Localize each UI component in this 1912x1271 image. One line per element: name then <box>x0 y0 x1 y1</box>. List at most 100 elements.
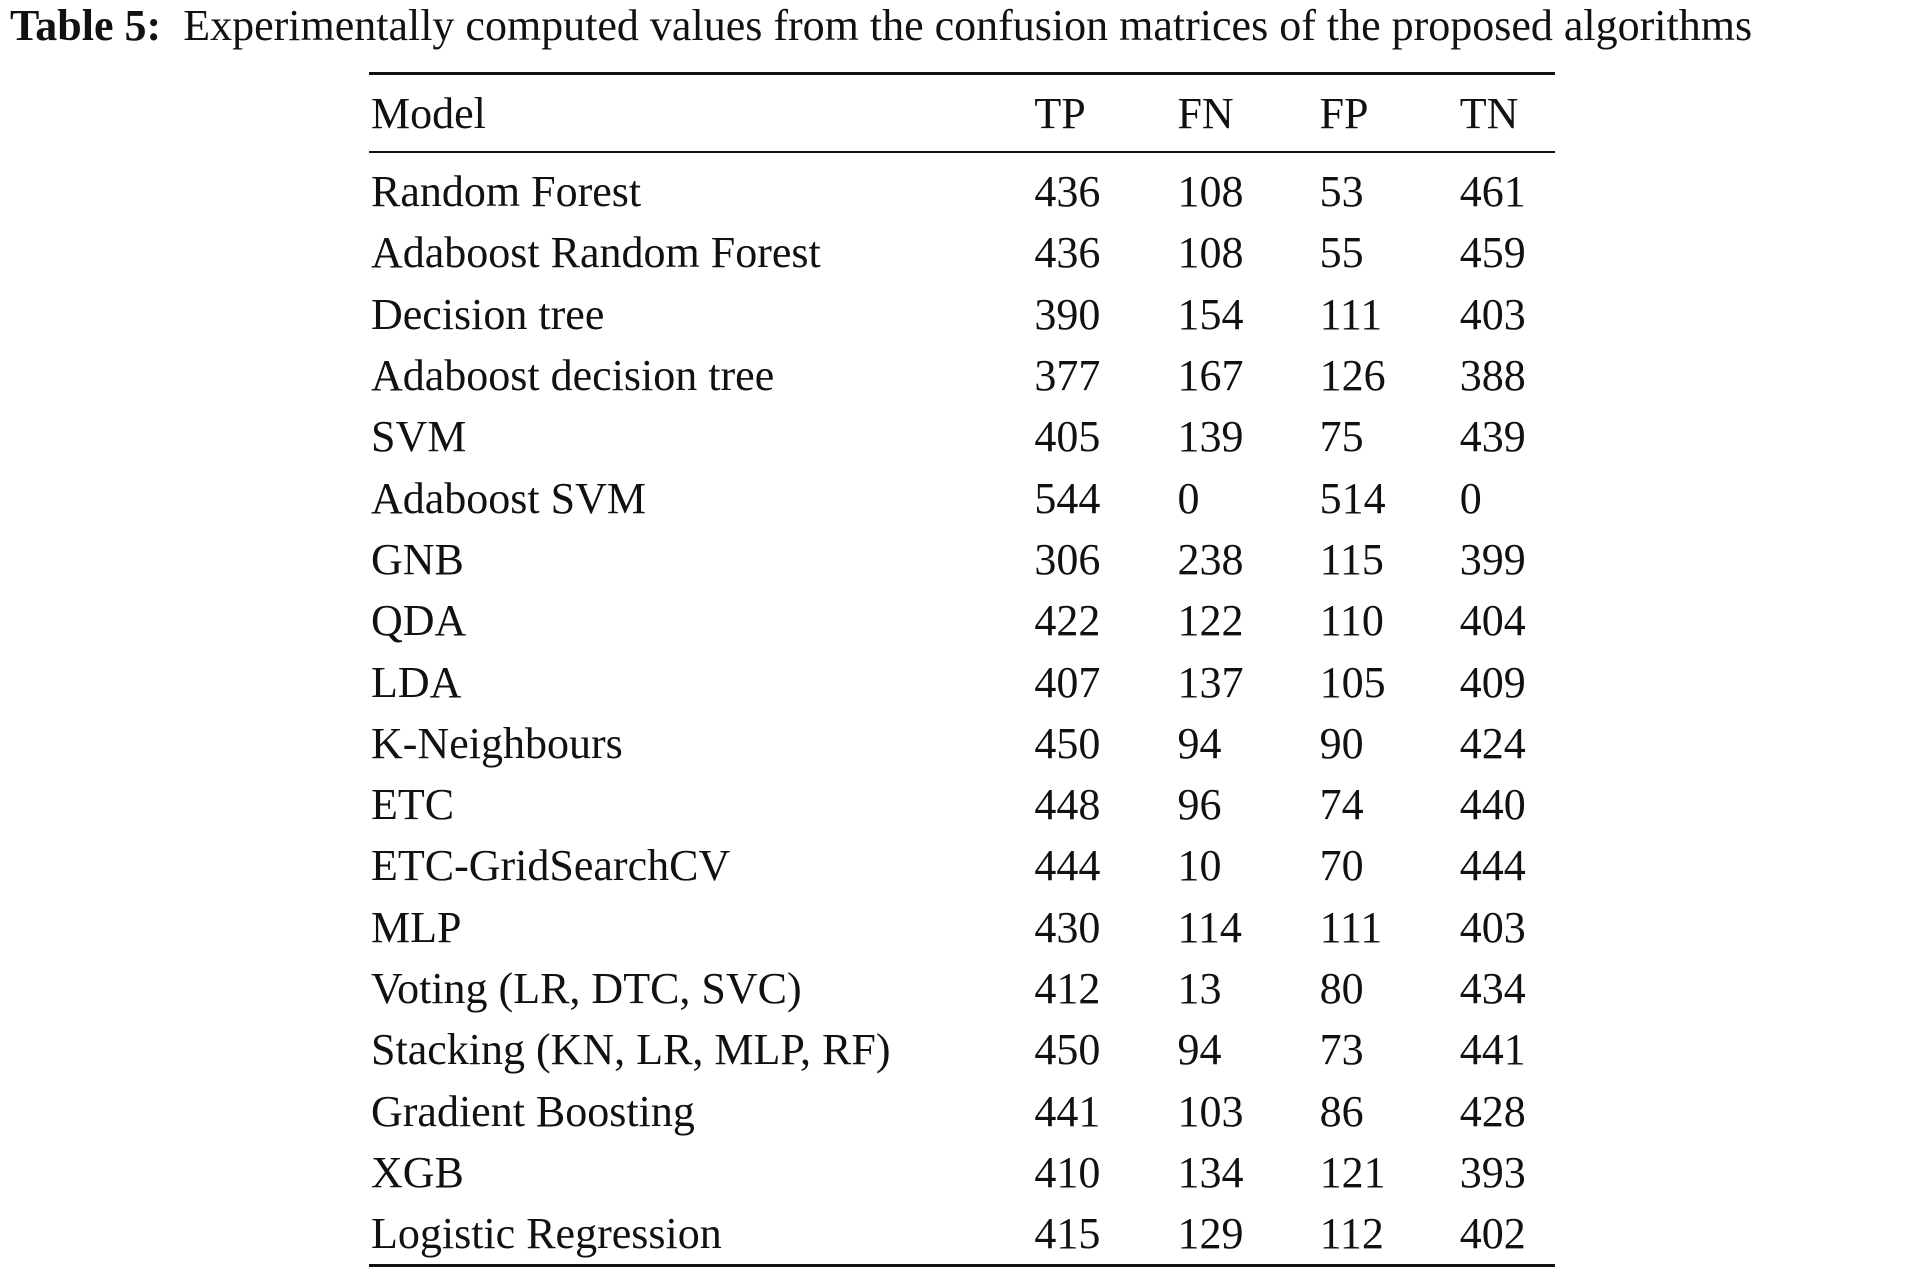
cell-tp: 441 <box>1034 1086 1101 1136</box>
cell-fp: 55 <box>1319 228 1364 278</box>
cell-tp: 448 <box>1034 780 1101 830</box>
table-row: ETC 448 96 74 440 <box>369 774 1555 835</box>
cell-fp: 112 <box>1319 1209 1384 1259</box>
cell-tp: 407 <box>1034 657 1101 707</box>
cell-model: Voting (LR, DTC, SVC) <box>371 964 802 1013</box>
cell-tn: 428 <box>1459 1086 1526 1136</box>
cell-tn: 441 <box>1459 1025 1526 1075</box>
cell-fn: 238 <box>1177 534 1244 584</box>
table-row: ETC-GridSearchCV 444 10 70 444 <box>369 835 1555 896</box>
table-row: Stacking (KN, LR, MLP, RF) 450 94 73 441 <box>369 1019 1555 1080</box>
cell-model: Adaboost decision tree <box>371 351 775 401</box>
cell-fp: 53 <box>1319 167 1364 217</box>
table-row: Voting (LR, DTC, SVC) 412 13 80 434 <box>369 958 1555 1019</box>
cell-tp: 436 <box>1034 167 1101 217</box>
cell-fp: 126 <box>1319 351 1386 401</box>
cell-model: Gradient Boosting <box>371 1086 695 1136</box>
cell-model: Random Forest <box>371 167 642 217</box>
cell-tp: 436 <box>1034 228 1101 278</box>
cell-tp: 444 <box>1034 841 1101 891</box>
cell-fp: 80 <box>1319 964 1364 1013</box>
header-fp: FP <box>1319 88 1369 138</box>
cell-fn: 137 <box>1177 657 1244 707</box>
cell-tn: 440 <box>1459 780 1526 830</box>
header-fn: FN <box>1177 88 1234 138</box>
cell-model: QDA <box>371 596 467 646</box>
cell-fp: 75 <box>1319 412 1364 462</box>
cell-tp: 410 <box>1034 1147 1101 1197</box>
cell-fp: 110 <box>1319 596 1384 646</box>
results-table-container: Model TP FN FP TN Random Forest 436 108 53 4… <box>369 72 1555 1267</box>
cell-tn: 403 <box>1459 289 1526 339</box>
cell-model: SVM <box>371 412 467 462</box>
cell-tn: 402 <box>1459 1209 1526 1259</box>
cell-tn: 409 <box>1459 657 1526 707</box>
cell-tn: 459 <box>1459 228 1526 278</box>
cell-fn: 154 <box>1177 289 1244 339</box>
table-row: Random Forest 436 108 53 461 <box>369 152 1555 222</box>
cell-tn: 403 <box>1459 902 1526 952</box>
confusion-values-table: Model TP FN FP TN Random Forest 436 108 53 4… <box>369 72 1555 1267</box>
cell-fn: 103 <box>1177 1086 1244 1136</box>
cell-fn: 122 <box>1177 596 1244 646</box>
cell-fp: 90 <box>1319 718 1364 768</box>
cell-fn: 114 <box>1177 902 1242 952</box>
header-row: Model TP FN FP TN <box>369 73 1555 152</box>
header-tp: TP <box>1034 88 1086 138</box>
table-body: Random Forest 436 108 53 461 Adaboost Random … <box>369 152 1555 1266</box>
cell-tp: 422 <box>1034 596 1101 646</box>
table-row: SVM 405 139 75 439 <box>369 406 1555 467</box>
cell-tn: 434 <box>1459 964 1526 1013</box>
cell-fp: 115 <box>1319 534 1384 584</box>
cell-fn: 94 <box>1177 1025 1222 1075</box>
cell-tp: 450 <box>1034 1025 1101 1075</box>
cell-tp: 450 <box>1034 718 1101 768</box>
cell-tn: 439 <box>1459 412 1526 462</box>
cell-fp: 121 <box>1319 1147 1386 1197</box>
table-row: Gradient Boosting 441 103 86 428 <box>369 1080 1555 1141</box>
cell-tn: 424 <box>1459 718 1526 768</box>
cell-fp: 111 <box>1319 902 1383 952</box>
table-row: GNB 306 238 115 399 <box>369 529 1555 590</box>
cell-fp: 86 <box>1319 1086 1364 1136</box>
table-row: QDA 422 122 110 404 <box>369 590 1555 651</box>
cell-tn: 393 <box>1459 1147 1526 1197</box>
cell-fn: 96 <box>1177 780 1222 830</box>
cell-model: MLP <box>371 902 462 952</box>
cell-fn: 0 <box>1177 473 1200 523</box>
cell-fn: 10 <box>1177 841 1222 891</box>
cell-fn: 13 <box>1177 964 1222 1013</box>
cell-tp: 377 <box>1034 351 1101 401</box>
table-row: MLP 430 114 111 403 <box>369 897 1555 958</box>
cell-tn: 404 <box>1459 596 1526 646</box>
cell-fp: 514 <box>1319 473 1386 523</box>
cell-tp: 390 <box>1034 289 1101 339</box>
cell-tp: 405 <box>1034 412 1101 462</box>
cell-model: Decision tree <box>371 289 605 339</box>
cell-fn: 129 <box>1177 1209 1244 1259</box>
cell-model: GNB <box>371 534 464 584</box>
table-row: Adaboost SVM 544 0 514 0 <box>369 467 1555 528</box>
cell-model: Adaboost SVM <box>371 473 647 523</box>
cell-model: Stacking (KN, LR, MLP, RF) <box>371 1025 891 1075</box>
header-model: Model <box>371 88 486 138</box>
caption-text: Experimentally computed values from the … <box>183 1 1753 50</box>
caption-label: Table 5: <box>10 1 162 50</box>
cell-fp: 73 <box>1319 1025 1364 1075</box>
cell-tn: 461 <box>1459 167 1526 217</box>
table-row: Logistic Regression 415 129 112 402 <box>369 1203 1555 1266</box>
table-row: LDA 407 137 105 409 <box>369 651 1555 712</box>
cell-tp: 415 <box>1034 1209 1101 1259</box>
cell-fp: 70 <box>1319 841 1364 891</box>
cell-model: LDA <box>371 657 462 707</box>
header-tn: TN <box>1459 88 1519 138</box>
table-row: Adaboost Random Forest 436 108 55 459 <box>369 222 1555 283</box>
table-row: XGB 410 134 121 393 <box>369 1142 1555 1203</box>
cell-fn: 108 <box>1177 167 1244 217</box>
table-header: Model TP FN FP TN <box>369 73 1555 152</box>
cell-fn: 134 <box>1177 1147 1244 1197</box>
cell-model: Adaboost Random Forest <box>371 228 821 278</box>
cell-tn: 0 <box>1459 473 1482 523</box>
cell-tn: 388 <box>1459 351 1526 401</box>
table-row: K-Neighbours 450 94 90 424 <box>369 713 1555 774</box>
